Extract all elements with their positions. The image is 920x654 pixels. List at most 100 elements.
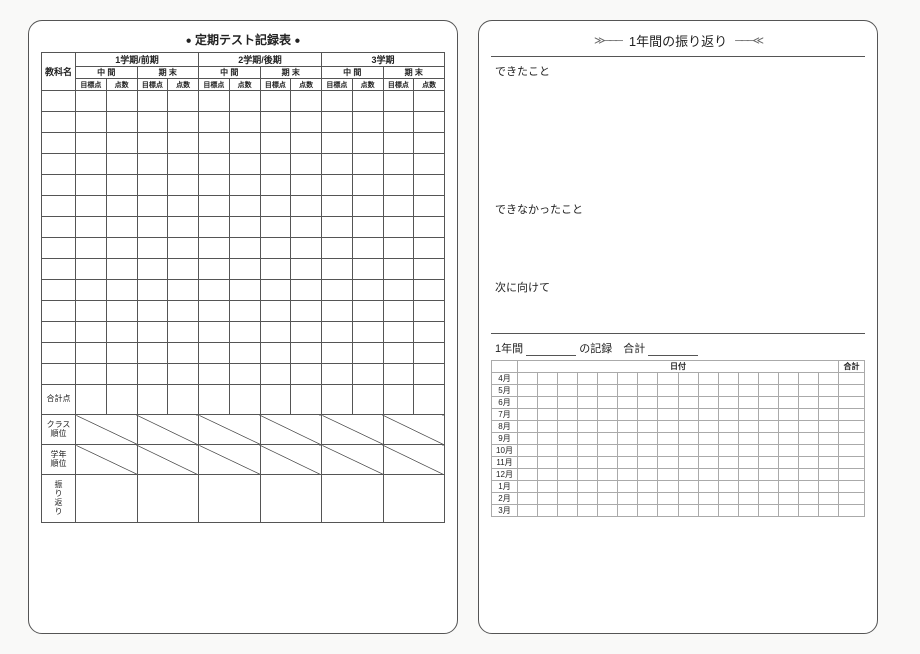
rank-cell[interactable] <box>137 415 199 445</box>
data-cell[interactable] <box>383 322 414 343</box>
data-cell[interactable] <box>106 322 137 343</box>
day-cell[interactable] <box>538 457 558 469</box>
day-cell[interactable] <box>698 493 718 505</box>
data-cell[interactable] <box>322 154 353 175</box>
day-cell[interactable] <box>758 469 778 481</box>
day-cell[interactable] <box>558 409 578 421</box>
data-cell[interactable] <box>260 91 291 112</box>
day-cell[interactable] <box>578 373 598 385</box>
data-cell[interactable] <box>229 133 260 154</box>
data-cell[interactable] <box>260 175 291 196</box>
day-cell[interactable] <box>598 505 618 517</box>
data-cell[interactable] <box>106 154 137 175</box>
data-cell[interactable] <box>76 175 107 196</box>
day-cell[interactable] <box>678 397 698 409</box>
day-cell[interactable] <box>698 409 718 421</box>
data-cell[interactable] <box>260 133 291 154</box>
data-cell[interactable] <box>229 112 260 133</box>
month-total-cell[interactable] <box>839 409 865 421</box>
day-cell[interactable] <box>738 505 758 517</box>
day-cell[interactable] <box>658 397 678 409</box>
data-cell[interactable] <box>168 112 199 133</box>
day-cell[interactable] <box>578 457 598 469</box>
day-cell[interactable] <box>578 469 598 481</box>
day-cell[interactable] <box>578 385 598 397</box>
day-cell[interactable] <box>738 397 758 409</box>
day-cell[interactable] <box>678 469 698 481</box>
day-cell[interactable] <box>578 505 598 517</box>
data-cell[interactable] <box>106 343 137 364</box>
data-cell[interactable] <box>383 91 414 112</box>
data-cell[interactable] <box>137 175 168 196</box>
data-cell[interactable] <box>199 322 230 343</box>
day-cell[interactable] <box>638 457 658 469</box>
day-cell[interactable] <box>638 505 658 517</box>
data-cell[interactable] <box>260 280 291 301</box>
data-cell[interactable] <box>42 301 76 322</box>
total-cell[interactable] <box>137 385 168 415</box>
reflection-cell[interactable] <box>76 475 138 523</box>
day-cell[interactable] <box>658 457 678 469</box>
data-cell[interactable] <box>106 364 137 385</box>
day-cell[interactable] <box>598 385 618 397</box>
day-cell[interactable] <box>658 505 678 517</box>
day-cell[interactable] <box>658 433 678 445</box>
day-cell[interactable] <box>598 457 618 469</box>
day-cell[interactable] <box>698 433 718 445</box>
data-cell[interactable] <box>291 133 322 154</box>
data-cell[interactable] <box>76 343 107 364</box>
data-cell[interactable] <box>42 280 76 301</box>
data-cell[interactable] <box>414 91 445 112</box>
day-cell[interactable] <box>798 481 818 493</box>
day-cell[interactable] <box>598 493 618 505</box>
rank-cell[interactable] <box>137 445 199 475</box>
day-cell[interactable] <box>818 469 838 481</box>
day-cell[interactable] <box>818 373 838 385</box>
data-cell[interactable] <box>42 196 76 217</box>
day-cell[interactable] <box>698 457 718 469</box>
day-cell[interactable] <box>718 433 738 445</box>
day-cell[interactable] <box>638 397 658 409</box>
day-cell[interactable] <box>598 469 618 481</box>
day-cell[interactable] <box>618 409 638 421</box>
day-cell[interactable] <box>578 481 598 493</box>
rank-cell[interactable] <box>76 445 138 475</box>
day-cell[interactable] <box>598 409 618 421</box>
data-cell[interactable] <box>199 196 230 217</box>
data-cell[interactable] <box>383 238 414 259</box>
data-cell[interactable] <box>352 343 383 364</box>
data-cell[interactable] <box>414 133 445 154</box>
rank-cell[interactable] <box>199 445 261 475</box>
data-cell[interactable] <box>260 301 291 322</box>
data-cell[interactable] <box>76 217 107 238</box>
data-cell[interactable] <box>229 301 260 322</box>
day-cell[interactable] <box>758 397 778 409</box>
day-cell[interactable] <box>798 505 818 517</box>
day-cell[interactable] <box>558 385 578 397</box>
day-cell[interactable] <box>678 445 698 457</box>
data-cell[interactable] <box>168 280 199 301</box>
data-cell[interactable] <box>168 154 199 175</box>
data-cell[interactable] <box>42 343 76 364</box>
day-cell[interactable] <box>738 373 758 385</box>
data-cell[interactable] <box>76 196 107 217</box>
data-cell[interactable] <box>199 217 230 238</box>
data-cell[interactable] <box>137 112 168 133</box>
data-cell[interactable] <box>229 196 260 217</box>
data-cell[interactable] <box>137 154 168 175</box>
day-cell[interactable] <box>618 385 638 397</box>
data-cell[interactable] <box>322 343 353 364</box>
day-cell[interactable] <box>678 457 698 469</box>
day-cell[interactable] <box>778 421 798 433</box>
day-cell[interactable] <box>778 433 798 445</box>
data-cell[interactable] <box>76 364 107 385</box>
day-cell[interactable] <box>638 445 658 457</box>
data-cell[interactable] <box>322 133 353 154</box>
day-cell[interactable] <box>698 505 718 517</box>
day-cell[interactable] <box>778 409 798 421</box>
data-cell[interactable] <box>42 133 76 154</box>
day-cell[interactable] <box>678 493 698 505</box>
data-cell[interactable] <box>260 154 291 175</box>
day-cell[interactable] <box>618 505 638 517</box>
day-cell[interactable] <box>638 469 658 481</box>
